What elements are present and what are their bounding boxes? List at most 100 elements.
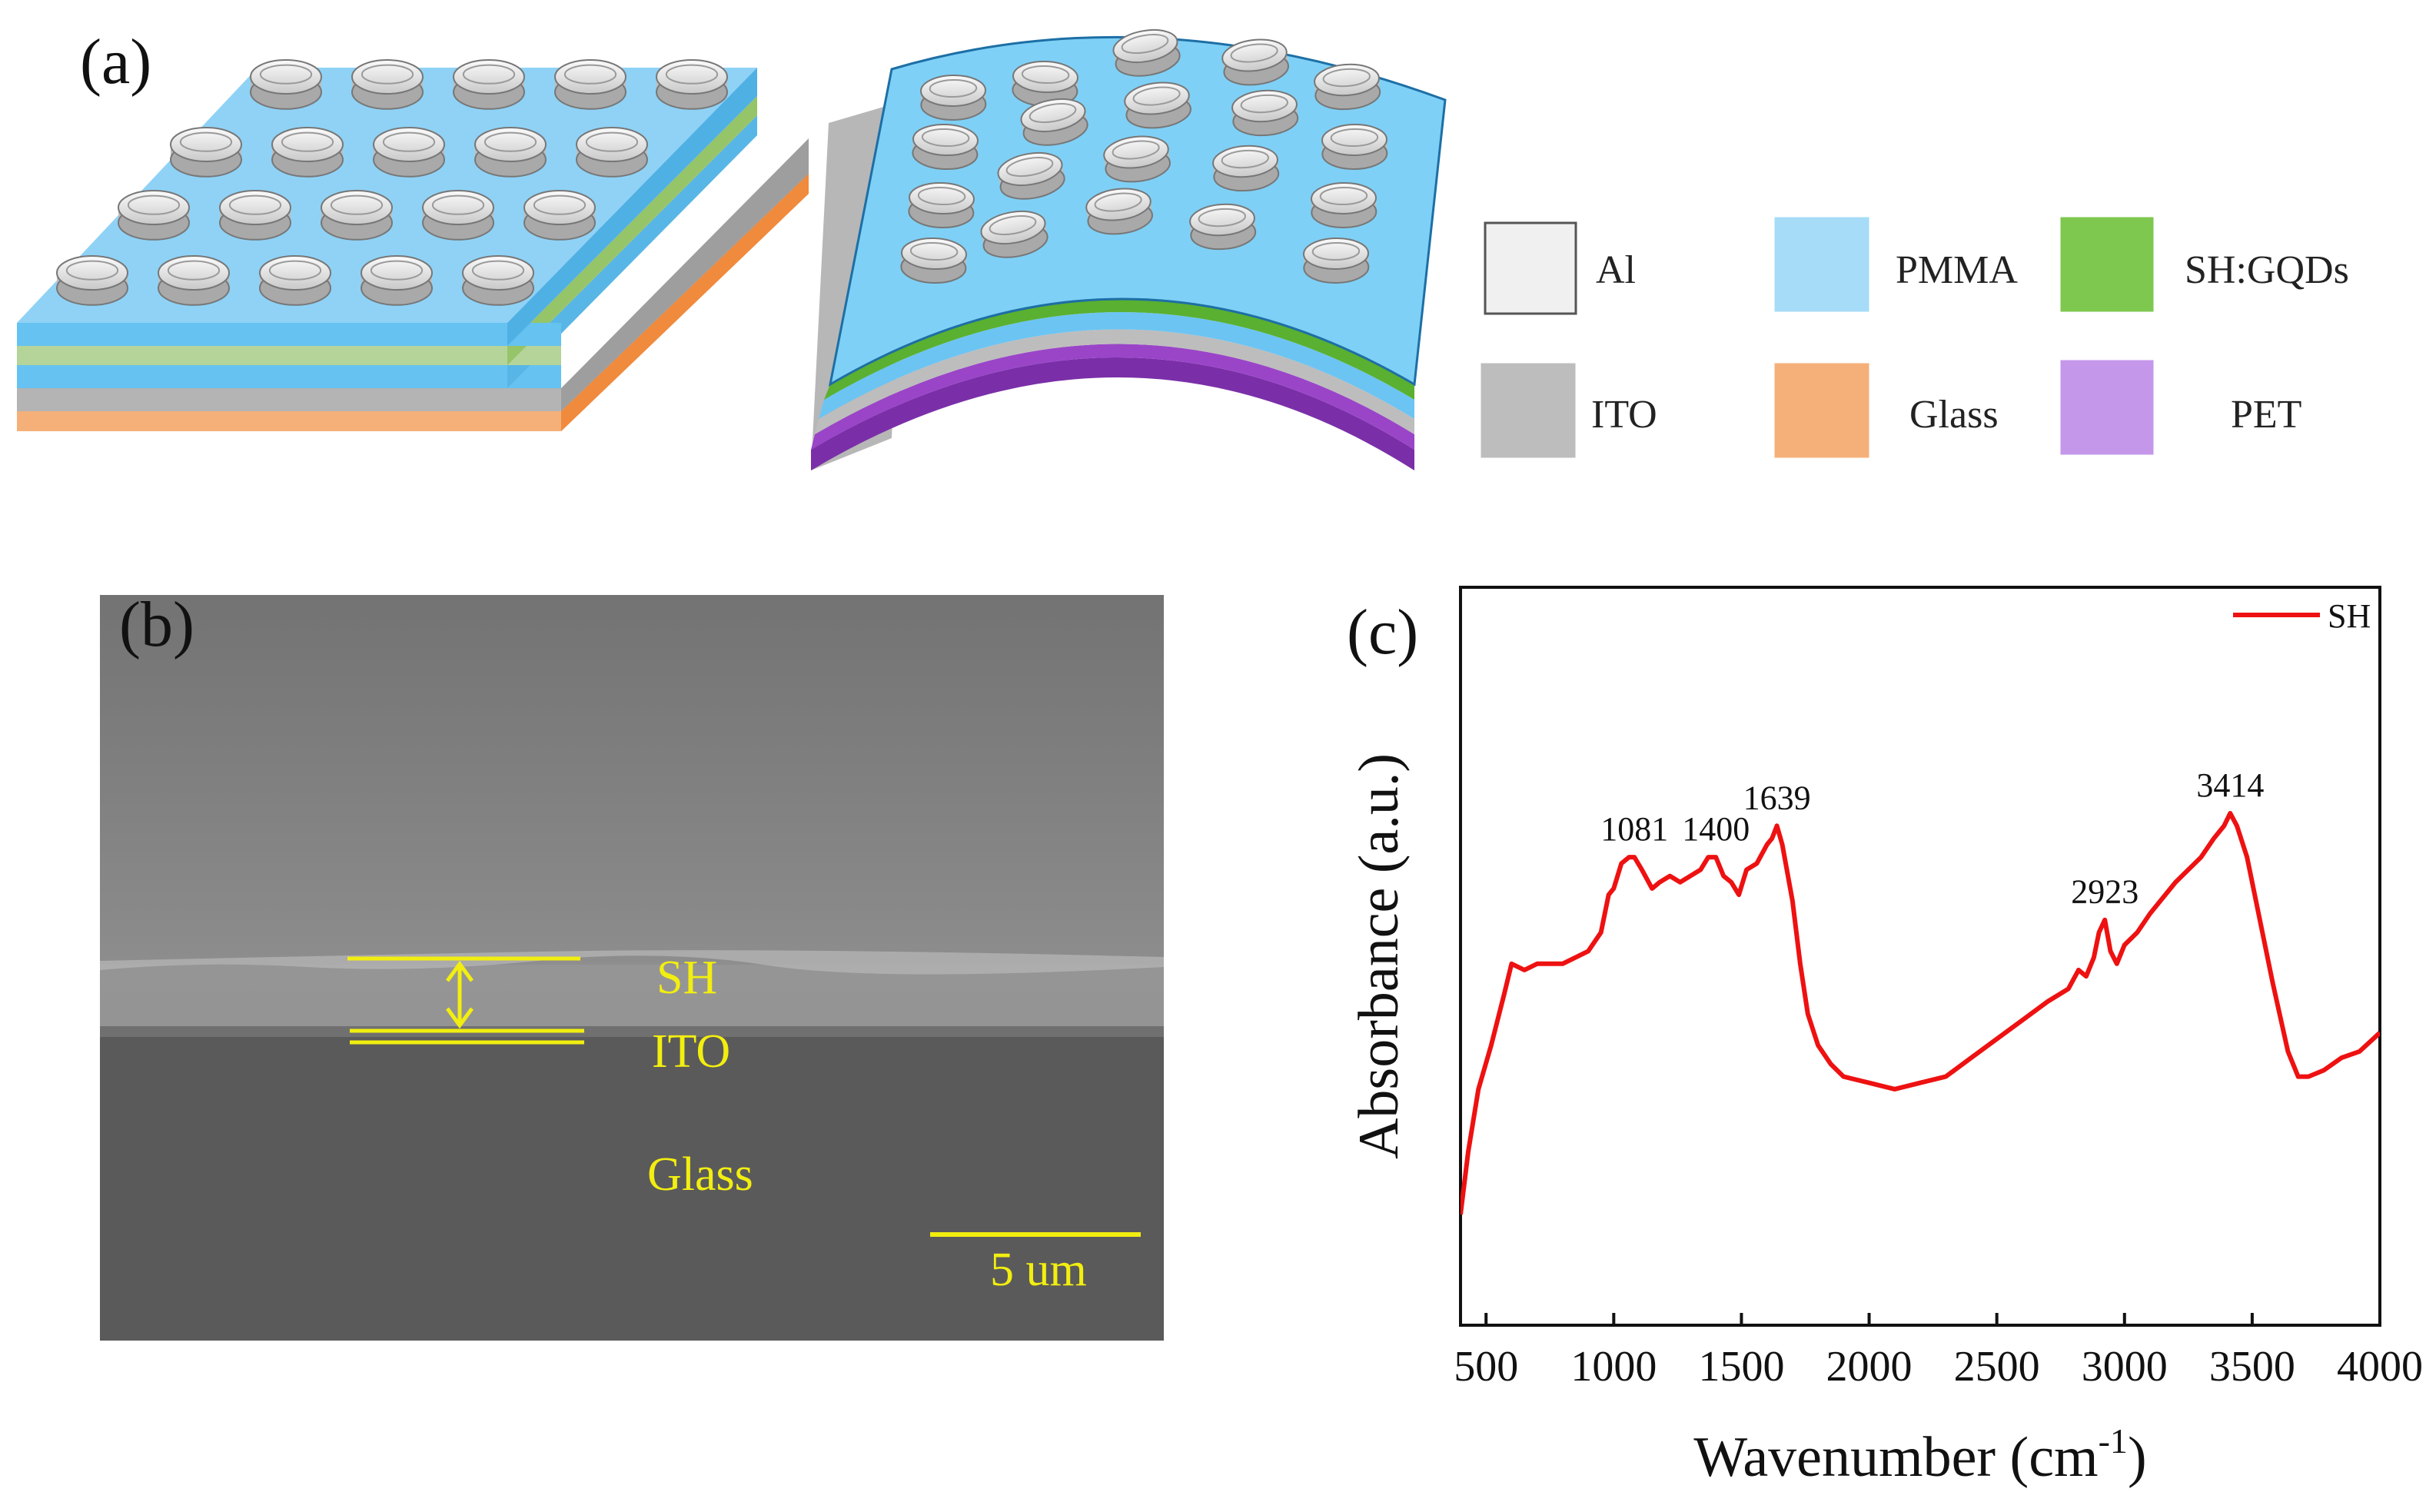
ftir-chart: (c) 500 1000 1500 2000 2500 3000 3500 4000 1081… <box>1347 586 2423 1489</box>
legend-swatch-al <box>1484 221 1577 315</box>
legend-swatch-shgqds <box>2060 217 2154 312</box>
al-electrode-disc <box>1085 188 1153 235</box>
legend-label-pmma: PMMA <box>1896 248 2018 292</box>
al-electrode-disc <box>56 255 128 306</box>
legend-swatch-pmma <box>1774 217 1869 312</box>
al-electrode-disc <box>908 181 975 229</box>
al-electrode-disc <box>361 255 433 306</box>
legend-label-pet: PET <box>2231 393 2301 437</box>
x-tick-label: 2500 <box>1954 1343 2040 1391</box>
al-electrode-disc <box>1124 81 1191 129</box>
legend-label-ito: ITO <box>1591 393 1657 437</box>
x-tick-label: 1500 <box>1698 1343 1784 1391</box>
peak-label: 3414 <box>2196 766 2264 804</box>
al-electrodes-curved <box>900 28 1388 284</box>
sem-label-ito: ITO <box>652 1025 730 1078</box>
x-tick-label: 1000 <box>1570 1343 1657 1391</box>
legend-label-al: Al <box>1596 248 1636 292</box>
panel-b-label: (b) <box>119 589 194 660</box>
x-tick-label: 500 <box>1454 1343 1518 1391</box>
al-electrode-disc <box>170 127 242 178</box>
al-electrode-disc <box>1311 181 1378 229</box>
layer-legend: Al PMMA SH:GQDs ITO Glass PET <box>1481 217 2349 458</box>
al-electrode-disc <box>523 190 596 241</box>
x-tick-label: 3500 <box>2209 1343 2295 1391</box>
sem-image: (b) SH ITO Glass 5 um <box>100 589 1164 1341</box>
legend-label-shgqds: SH:GQDs <box>2185 248 2349 292</box>
chart-legend-label: SH <box>2328 597 2371 635</box>
al-electrode-disc <box>474 127 547 178</box>
pmma-layer-flat-2 <box>17 323 561 346</box>
al-electrode-disc <box>1321 123 1388 171</box>
al-electrode-disc <box>920 74 987 121</box>
x-tick-label: 4000 <box>2337 1343 2423 1391</box>
panel-c-label: (c) <box>1347 596 1418 668</box>
al-electrode-disc <box>1103 135 1171 183</box>
x-axis-title: Wavenumber (cm-1) <box>1693 1421 2146 1489</box>
al-electrode-disc <box>1221 38 1289 86</box>
sem-glass-substrate <box>100 1034 1164 1341</box>
ito-layer-flat <box>17 388 561 411</box>
al-electrode-disc <box>462 255 534 306</box>
al-electrode-disc <box>422 190 494 241</box>
x-axis-ticks: 500 1000 1500 2000 2500 3000 3500 4000 <box>1454 1313 2423 1391</box>
peak-label: 2923 <box>2071 873 2139 911</box>
x-axis-title-sup: -1 <box>2099 1421 2128 1460</box>
pmma-layer-flat-1 <box>17 365 561 388</box>
al-electrode-disc <box>1231 89 1299 137</box>
legend-swatch-ito <box>1481 363 1576 458</box>
al-electrode-disc <box>1189 203 1257 251</box>
al-electrode-disc <box>1112 28 1181 77</box>
al-electrode-disc <box>250 59 322 110</box>
sem-label-sh: SH <box>656 952 717 1004</box>
panel-a-label: (a) <box>80 26 151 98</box>
shgqds-layer-flat <box>17 346 561 365</box>
pet-layer-curved <box>811 357 1414 470</box>
sem-label-glass: Glass <box>647 1148 753 1201</box>
al-electrode-disc <box>1020 98 1088 146</box>
sem-sh-layer <box>100 965 1164 1026</box>
x-tick-label: 3000 <box>2082 1343 2168 1391</box>
al-electrode-disc <box>656 59 728 110</box>
ito-layer-curved <box>815 329 1414 434</box>
y-axis-title: Absorbance (a.u.) <box>1348 753 1411 1159</box>
al-electrode-disc <box>351 59 424 110</box>
scale-bar-label: 5 um <box>990 1244 1087 1296</box>
al-electrode-disc <box>1314 63 1381 111</box>
al-electrode-disc <box>1212 145 1280 192</box>
legend-label-glass: Glass <box>1909 393 1999 437</box>
al-electrode-disc <box>271 127 344 178</box>
al-electrode-disc <box>453 59 525 110</box>
al-electrode-disc <box>1303 237 1370 284</box>
peak-label: 1639 <box>1743 779 1811 816</box>
shgqds-layer-curved <box>824 299 1414 400</box>
al-electrode-disc <box>980 210 1048 258</box>
al-electrode-disc <box>219 190 291 241</box>
x-tick-label: 2000 <box>1826 1343 1913 1391</box>
flexible-device-illustration <box>811 28 1447 470</box>
al-electrode-disc <box>997 151 1065 200</box>
plot-frame <box>1459 586 2381 1327</box>
al-electrode-disc <box>373 127 445 178</box>
peak-label: 1400 <box>1682 810 1750 848</box>
al-electrode-disc <box>900 237 967 284</box>
al-electrode-disc <box>259 255 331 306</box>
al-electrodes-flat <box>56 59 728 306</box>
x-axis-title-main: Wavenumber (cm <box>1693 1426 2098 1489</box>
al-electrode-disc <box>554 59 626 110</box>
al-electrode-disc <box>118 190 190 241</box>
flat-device-illustration <box>17 59 809 431</box>
legend-swatch-pet <box>2060 360 2154 455</box>
al-electrode-disc <box>576 127 648 178</box>
al-electrode-disc <box>321 190 393 241</box>
al-electrode-disc <box>1012 60 1078 108</box>
al-electrode-disc <box>158 255 230 306</box>
x-axis-title-close: ) <box>2128 1426 2147 1489</box>
al-electrode-disc <box>912 123 979 171</box>
pmma-layer-curved-1 <box>819 312 1414 419</box>
series-line-sh <box>1461 811 2380 1215</box>
peak-label: 1081 <box>1600 810 1668 848</box>
legend-swatch-glass <box>1774 363 1869 458</box>
